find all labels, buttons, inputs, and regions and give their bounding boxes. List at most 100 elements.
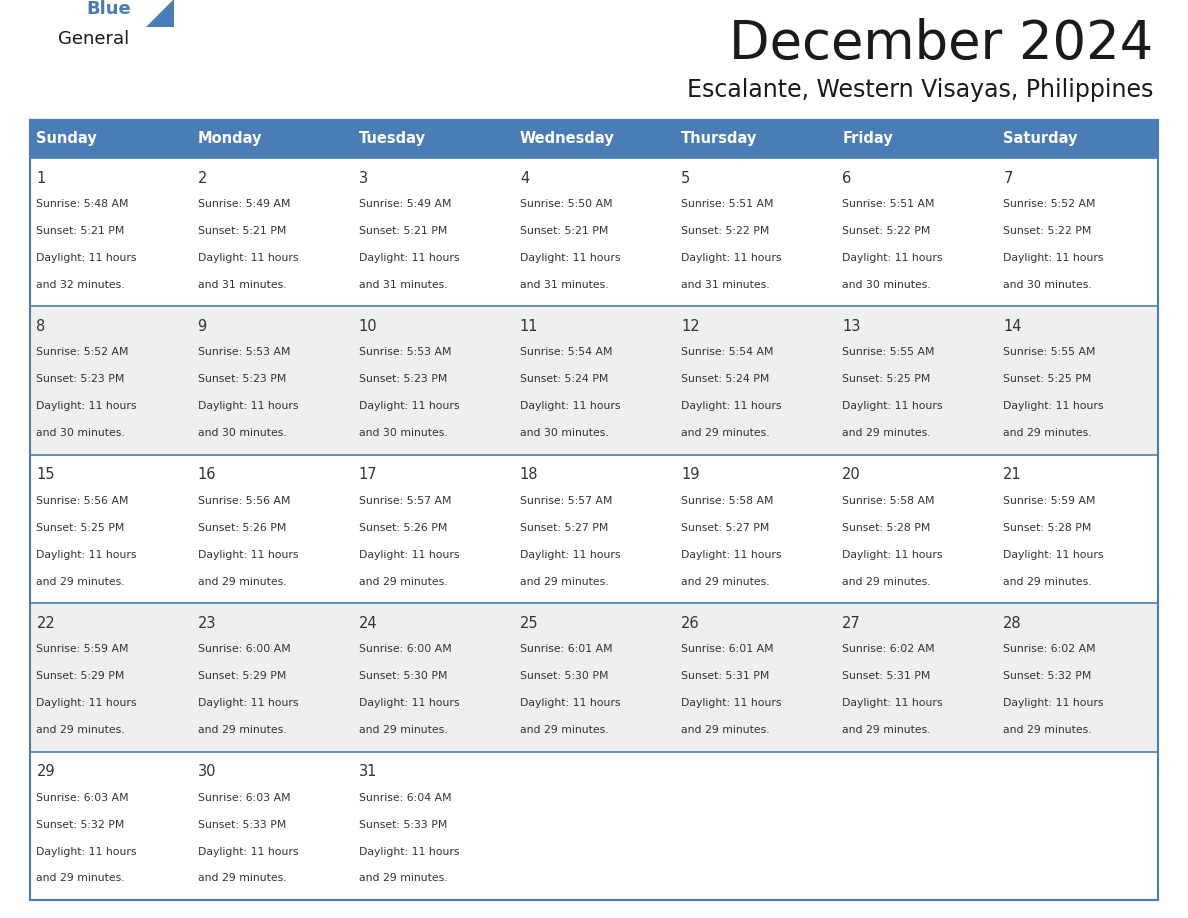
Text: 6: 6 — [842, 171, 852, 185]
Text: Sunset: 5:23 PM: Sunset: 5:23 PM — [359, 375, 447, 385]
Text: Daylight: 11 hours: Daylight: 11 hours — [681, 401, 782, 411]
Text: 24: 24 — [359, 616, 378, 631]
Text: Daylight: 11 hours: Daylight: 11 hours — [681, 698, 782, 708]
Bar — [30, 454, 1158, 603]
Text: 7: 7 — [1004, 171, 1012, 185]
Text: 13: 13 — [842, 319, 860, 334]
Text: Daylight: 11 hours: Daylight: 11 hours — [359, 846, 460, 856]
Text: Sunrise: 5:49 AM: Sunrise: 5:49 AM — [359, 199, 451, 209]
Text: Sunset: 5:21 PM: Sunset: 5:21 PM — [37, 226, 125, 236]
Text: Saturday: Saturday — [1004, 131, 1078, 147]
Text: 25: 25 — [520, 616, 538, 631]
Text: 29: 29 — [37, 764, 55, 779]
Text: Daylight: 11 hours: Daylight: 11 hours — [197, 698, 298, 708]
Text: and 29 minutes.: and 29 minutes. — [681, 577, 770, 587]
Text: Sunrise: 5:56 AM: Sunrise: 5:56 AM — [197, 496, 290, 506]
Text: Daylight: 11 hours: Daylight: 11 hours — [197, 846, 298, 856]
Text: Sunset: 5:32 PM: Sunset: 5:32 PM — [37, 820, 125, 830]
Text: and 29 minutes.: and 29 minutes. — [359, 577, 448, 587]
Text: 28: 28 — [1004, 616, 1022, 631]
Text: and 29 minutes.: and 29 minutes. — [1004, 429, 1092, 438]
Text: Sunrise: 6:00 AM: Sunrise: 6:00 AM — [197, 644, 290, 655]
Text: and 30 minutes.: and 30 minutes. — [1004, 280, 1092, 290]
Bar — [30, 158, 1158, 307]
Text: 2: 2 — [197, 171, 207, 185]
Bar — [30, 120, 1158, 900]
Text: Sunrise: 5:57 AM: Sunrise: 5:57 AM — [520, 496, 612, 506]
Text: Daylight: 11 hours: Daylight: 11 hours — [1004, 550, 1104, 560]
Text: 14: 14 — [1004, 319, 1022, 334]
Text: Daylight: 11 hours: Daylight: 11 hours — [197, 401, 298, 411]
Text: Daylight: 11 hours: Daylight: 11 hours — [359, 401, 460, 411]
Text: Daylight: 11 hours: Daylight: 11 hours — [681, 550, 782, 560]
Text: Sunrise: 5:52 AM: Sunrise: 5:52 AM — [37, 347, 129, 357]
Text: 4: 4 — [520, 171, 529, 185]
Text: 21: 21 — [1004, 467, 1022, 483]
Text: Sunset: 5:24 PM: Sunset: 5:24 PM — [520, 375, 608, 385]
Text: and 29 minutes.: and 29 minutes. — [681, 725, 770, 735]
Text: and 29 minutes.: and 29 minutes. — [197, 725, 286, 735]
Text: 18: 18 — [520, 467, 538, 483]
Bar — [30, 752, 1158, 900]
Text: General: General — [58, 30, 129, 48]
Text: Sunset: 5:31 PM: Sunset: 5:31 PM — [842, 671, 930, 681]
Text: Sunday: Sunday — [37, 131, 97, 147]
Text: 30: 30 — [197, 764, 216, 779]
Text: Sunrise: 5:54 AM: Sunrise: 5:54 AM — [520, 347, 612, 357]
Text: Monday: Monday — [197, 131, 263, 147]
Text: Sunset: 5:22 PM: Sunset: 5:22 PM — [1004, 226, 1092, 236]
Text: and 29 minutes.: and 29 minutes. — [842, 725, 930, 735]
Text: Daylight: 11 hours: Daylight: 11 hours — [37, 401, 137, 411]
Text: Sunset: 5:26 PM: Sunset: 5:26 PM — [197, 522, 286, 532]
Text: Daylight: 11 hours: Daylight: 11 hours — [681, 252, 782, 263]
Text: 3: 3 — [359, 171, 368, 185]
Text: and 30 minutes.: and 30 minutes. — [359, 429, 448, 438]
Text: 1: 1 — [37, 171, 45, 185]
Text: Sunset: 5:24 PM: Sunset: 5:24 PM — [681, 375, 770, 385]
Text: Sunset: 5:23 PM: Sunset: 5:23 PM — [37, 375, 125, 385]
Text: Sunset: 5:21 PM: Sunset: 5:21 PM — [520, 226, 608, 236]
Text: Sunrise: 5:59 AM: Sunrise: 5:59 AM — [1004, 496, 1095, 506]
Text: Sunrise: 5:51 AM: Sunrise: 5:51 AM — [842, 199, 935, 209]
Text: 31: 31 — [359, 764, 377, 779]
Text: Daylight: 11 hours: Daylight: 11 hours — [37, 252, 137, 263]
Text: Daylight: 11 hours: Daylight: 11 hours — [842, 252, 942, 263]
Bar — [30, 307, 1158, 454]
Text: Sunrise: 6:04 AM: Sunrise: 6:04 AM — [359, 792, 451, 802]
Text: Daylight: 11 hours: Daylight: 11 hours — [1004, 698, 1104, 708]
Text: and 30 minutes.: and 30 minutes. — [520, 429, 608, 438]
Text: Daylight: 11 hours: Daylight: 11 hours — [842, 698, 942, 708]
Text: and 30 minutes.: and 30 minutes. — [842, 280, 931, 290]
Text: 19: 19 — [681, 467, 700, 483]
Text: 23: 23 — [197, 616, 216, 631]
Text: Sunset: 5:29 PM: Sunset: 5:29 PM — [197, 671, 286, 681]
Text: Daylight: 11 hours: Daylight: 11 hours — [520, 401, 620, 411]
Text: and 32 minutes.: and 32 minutes. — [37, 280, 125, 290]
Bar — [30, 120, 1158, 158]
Text: Sunrise: 5:59 AM: Sunrise: 5:59 AM — [37, 644, 129, 655]
Text: Daylight: 11 hours: Daylight: 11 hours — [359, 252, 460, 263]
Text: Sunrise: 5:55 AM: Sunrise: 5:55 AM — [842, 347, 935, 357]
Text: Sunrise: 5:54 AM: Sunrise: 5:54 AM — [681, 347, 773, 357]
Text: 16: 16 — [197, 467, 216, 483]
Text: and 30 minutes.: and 30 minutes. — [197, 429, 286, 438]
Text: Daylight: 11 hours: Daylight: 11 hours — [37, 550, 137, 560]
Text: Thursday: Thursday — [681, 131, 758, 147]
Text: Sunset: 5:29 PM: Sunset: 5:29 PM — [37, 671, 125, 681]
Text: 11: 11 — [520, 319, 538, 334]
Text: and 29 minutes.: and 29 minutes. — [197, 577, 286, 587]
Text: and 31 minutes.: and 31 minutes. — [197, 280, 286, 290]
Text: Sunrise: 6:03 AM: Sunrise: 6:03 AM — [197, 792, 290, 802]
Text: Sunrise: 6:02 AM: Sunrise: 6:02 AM — [1004, 644, 1095, 655]
Text: Daylight: 11 hours: Daylight: 11 hours — [197, 550, 298, 560]
Text: Sunrise: 5:58 AM: Sunrise: 5:58 AM — [842, 496, 935, 506]
Text: Daylight: 11 hours: Daylight: 11 hours — [842, 550, 942, 560]
Text: Sunrise: 6:03 AM: Sunrise: 6:03 AM — [37, 792, 129, 802]
Text: Sunset: 5:22 PM: Sunset: 5:22 PM — [681, 226, 770, 236]
Text: Sunrise: 5:50 AM: Sunrise: 5:50 AM — [520, 199, 613, 209]
Text: Sunset: 5:28 PM: Sunset: 5:28 PM — [842, 522, 930, 532]
Text: and 31 minutes.: and 31 minutes. — [681, 280, 770, 290]
Text: Daylight: 11 hours: Daylight: 11 hours — [1004, 401, 1104, 411]
Text: Sunset: 5:30 PM: Sunset: 5:30 PM — [359, 671, 447, 681]
Text: Sunset: 5:25 PM: Sunset: 5:25 PM — [37, 522, 125, 532]
